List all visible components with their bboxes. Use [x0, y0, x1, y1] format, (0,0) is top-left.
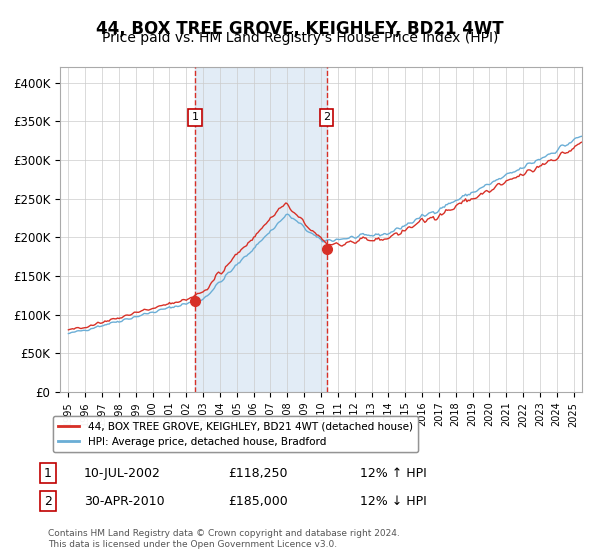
Legend: 44, BOX TREE GROVE, KEIGHLEY, BD21 4WT (detached house), HPI: Average price, det: 44, BOX TREE GROVE, KEIGHLEY, BD21 4WT (…: [53, 416, 418, 452]
Text: 1: 1: [44, 466, 52, 480]
Text: 12% ↓ HPI: 12% ↓ HPI: [360, 494, 427, 508]
Text: £118,250: £118,250: [228, 466, 287, 480]
Text: 10-JUL-2002: 10-JUL-2002: [84, 466, 161, 480]
Text: 2: 2: [323, 113, 330, 123]
Text: 12% ↑ HPI: 12% ↑ HPI: [360, 466, 427, 480]
Text: 44, BOX TREE GROVE, KEIGHLEY, BD21 4WT: 44, BOX TREE GROVE, KEIGHLEY, BD21 4WT: [96, 20, 504, 38]
Text: 1: 1: [191, 113, 199, 123]
Bar: [195, 67, 326, 392]
Text: Price paid vs. HM Land Registry's House Price Index (HPI): Price paid vs. HM Land Registry's House …: [102, 31, 498, 45]
Text: £185,000: £185,000: [228, 494, 288, 508]
Text: 30-APR-2010: 30-APR-2010: [84, 494, 164, 508]
Text: 2: 2: [44, 494, 52, 508]
Text: Contains HM Land Registry data © Crown copyright and database right 2024.
This d: Contains HM Land Registry data © Crown c…: [48, 529, 400, 549]
